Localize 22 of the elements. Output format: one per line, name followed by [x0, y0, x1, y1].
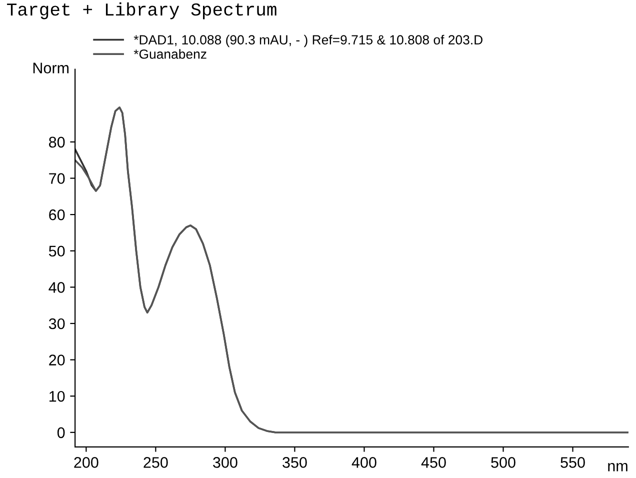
x-tick-label: 500: [491, 457, 516, 468]
chart-title: Target + Library Spectrum: [7, 2, 276, 20]
x-tick-label: 200: [74, 457, 98, 468]
y-tick-label: 50: [48, 246, 65, 257]
y-tick-label: 20: [49, 354, 65, 366]
legend-label: *DAD1, 10.088 (90.3 mAU, - ) Ref=9.715 & 10.808 of 203.D: [134, 34, 482, 48]
y-tick-label: 60: [49, 209, 65, 220]
x-tick-label: 250: [144, 457, 168, 468]
y-axis-title: Norm: [33, 62, 69, 74]
y-tick-label: 30: [48, 318, 65, 330]
x-tick-label: 300: [213, 457, 238, 468]
x-tick-label: 450: [421, 457, 446, 468]
y-tick-label: 10: [50, 390, 65, 402]
y-tick-label: 80: [49, 136, 65, 148]
x-tick-label: 550: [560, 457, 585, 468]
y-tick-label: 40: [48, 282, 65, 293]
x-tick-label: 400: [352, 457, 376, 468]
x-axis-title: nm: [608, 462, 628, 472]
legend-label: *Guanabenz: [134, 49, 206, 59]
y-tick-label: 70: [49, 173, 65, 184]
x-tick-label: 350: [282, 457, 307, 468]
y-tick-label: 0: [57, 427, 65, 438]
